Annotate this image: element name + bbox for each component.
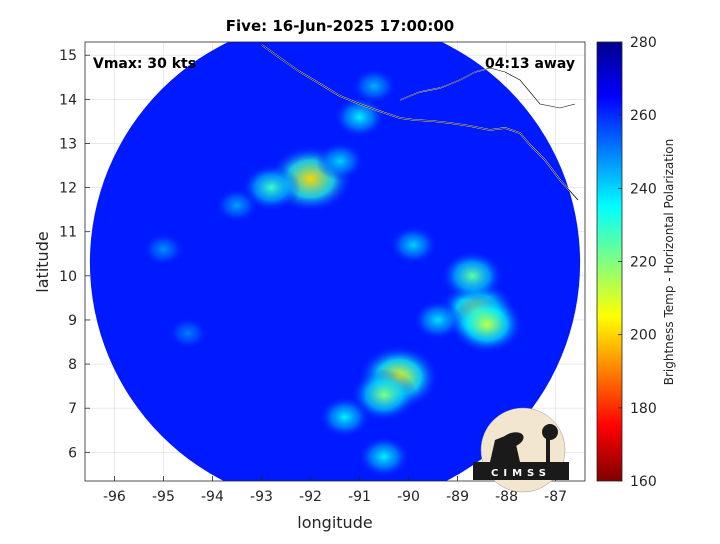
y-axis-ticks: 6 7 8 9 10 11 12 13 14 15: [59, 48, 90, 461]
chart-title: Five: 16-Jun-2025 17:00:00: [226, 17, 454, 35]
convective-feature: [358, 436, 410, 478]
colorbar-tick-label: 200: [630, 328, 657, 344]
colorbar-tick-label: 260: [630, 108, 657, 124]
x-tick-label: -91: [348, 489, 371, 505]
convective-feature: [389, 225, 438, 265]
colorbar-tick-label: 280: [630, 35, 657, 51]
y-axis-label: latitude: [33, 231, 52, 292]
x-tick-label: -94: [201, 489, 224, 505]
convective-feature: [168, 317, 208, 349]
convective-feature: [441, 250, 504, 301]
y-tick-label: 15: [59, 48, 77, 64]
x-axis-ticks: -96 -95 -94 -93 -92 -91 -90 -89 -88 -87: [103, 476, 567, 505]
plot-frame: [84, 41, 586, 482]
swath-layer: [89, 42, 581, 481]
colorbar-tick-label: 160: [630, 474, 657, 490]
microwave-swath: [89, 42, 581, 481]
convective-feature: [450, 295, 524, 354]
y-tick-label: 6: [68, 445, 77, 461]
colorbar-ticks: 160 180 200 220 240 260 280: [618, 35, 657, 490]
coastline: [261, 44, 579, 201]
x-axis-label: longitude: [297, 513, 372, 532]
convective-feature: [316, 142, 364, 181]
cimss-logo-text: CIMSS: [491, 468, 551, 479]
colorbar-label: Brightness Temp - Horizontal Polarizatio…: [662, 139, 676, 386]
convective-feature: [413, 300, 463, 340]
vmax-annotation: Vmax: 30 kts: [93, 56, 196, 72]
x-tick-label: -89: [446, 489, 469, 505]
x-tick-label: -93: [250, 489, 273, 505]
convective-features: [143, 68, 524, 478]
y-tick-label: 7: [68, 401, 77, 417]
x-tick-label: -87: [544, 489, 567, 505]
x-tick-label: -95: [152, 489, 175, 505]
y-tick-label: 9: [68, 313, 77, 329]
x-tick-label: -96: [103, 489, 126, 505]
cimss-logo: CIMSS: [473, 407, 569, 493]
y-tick-label: 13: [59, 136, 77, 152]
y-tick-label: 14: [59, 92, 77, 108]
convective-feature: [352, 68, 397, 104]
convective-feature: [319, 396, 371, 438]
x-tick-label: -90: [397, 489, 420, 505]
x-tick-label: -88: [495, 489, 518, 505]
time-away-annotation: 04:13 away: [485, 56, 575, 72]
y-tick-label: 12: [59, 181, 77, 197]
convective-feature: [333, 96, 386, 138]
y-tick-label: 11: [59, 225, 77, 241]
colorbar: [596, 41, 623, 482]
x-tick-label: -92: [299, 489, 322, 505]
colorbar-tick-label: 180: [630, 401, 657, 417]
colorbar-tick-label: 220: [630, 255, 657, 271]
convective-feature: [215, 188, 259, 223]
colorbar-tick-label: 240: [630, 181, 657, 197]
y-tick-label: 10: [59, 269, 77, 285]
convective-feature: [143, 233, 184, 266]
y-tick-label: 8: [68, 357, 77, 373]
